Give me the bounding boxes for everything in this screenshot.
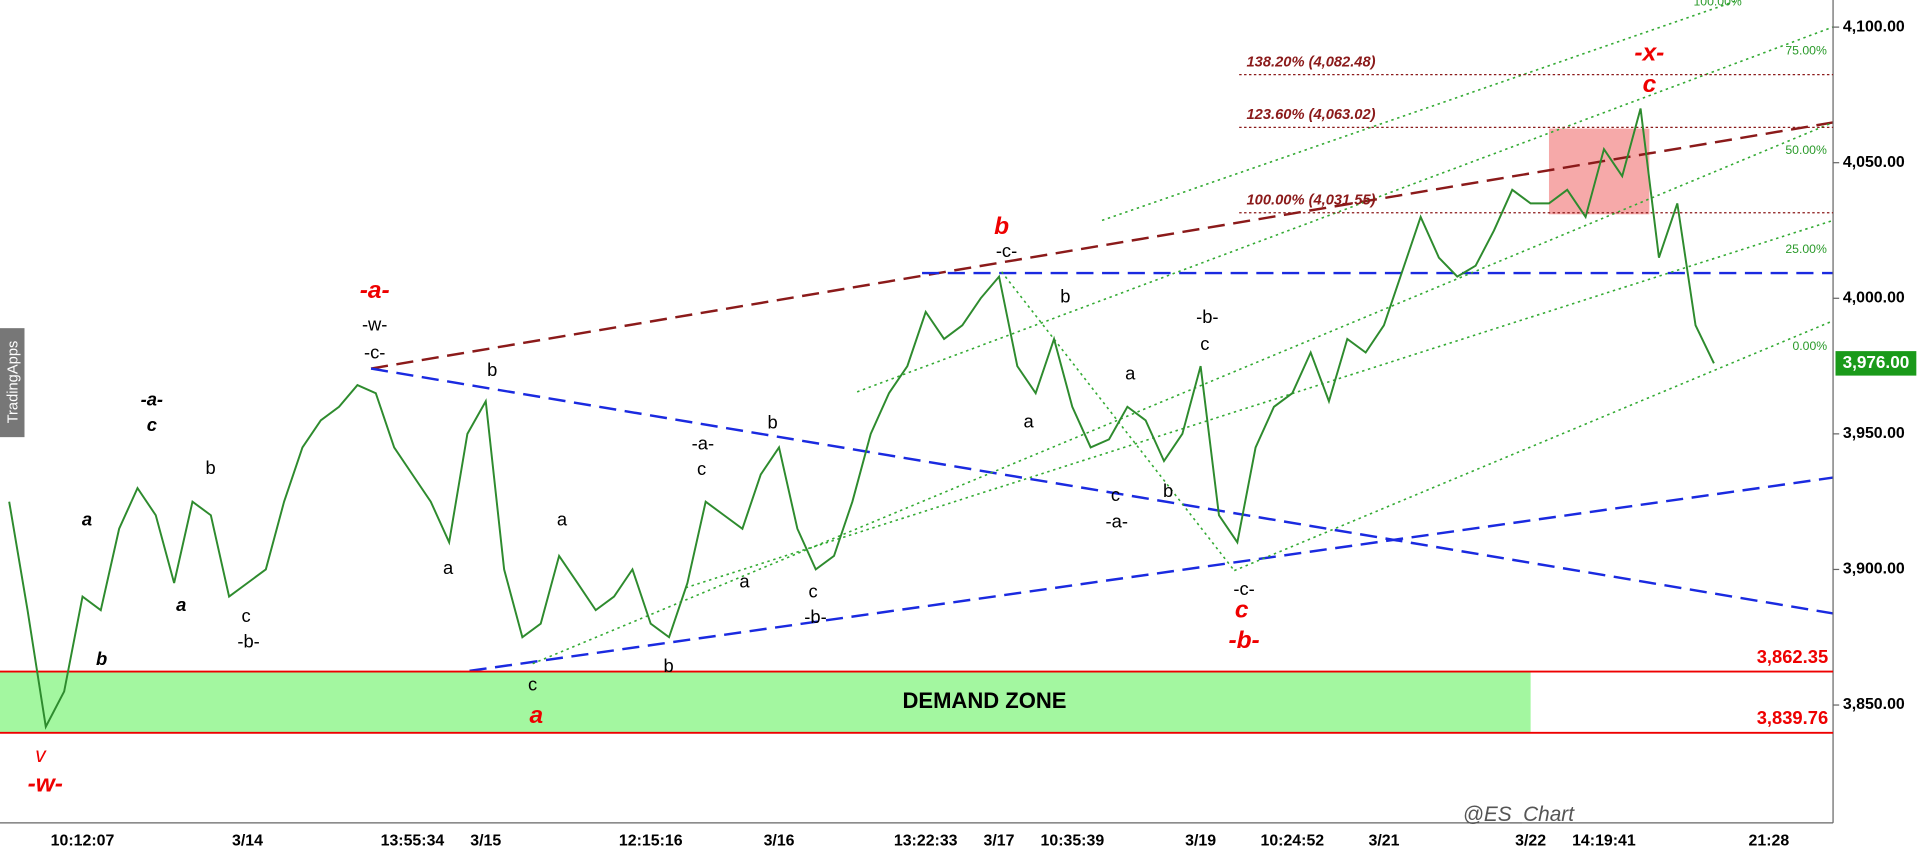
x-tick-label: 3/21 xyxy=(1368,832,1399,849)
fib-label: 123.60% (4,063.02) xyxy=(1247,107,1376,123)
wave-label: a xyxy=(82,508,92,529)
channel-line xyxy=(532,121,1834,665)
y-tick-label: 4,000.00 xyxy=(1843,289,1905,306)
x-tick-label: 14:19:41 xyxy=(1572,832,1636,849)
up-trendline xyxy=(36,476,1834,734)
channel-line xyxy=(1101,0,1740,222)
wave-label: -c- xyxy=(996,240,1017,261)
wave-label: a xyxy=(176,594,186,615)
channel-label: 50.00% xyxy=(1785,143,1827,157)
wave-label: b xyxy=(96,648,107,669)
x-tick-label: 3/15 xyxy=(470,832,501,849)
channel-line xyxy=(685,219,1834,589)
wave-label: -c- xyxy=(364,342,385,363)
y-tick-label: 3,900.00 xyxy=(1843,561,1905,578)
zone-price-label: 3,839.76 xyxy=(1757,707,1828,728)
wave-label: c xyxy=(1643,71,1657,98)
channel-line xyxy=(1001,271,1235,572)
wave-label: c xyxy=(528,674,537,695)
wave-label: b xyxy=(487,359,497,380)
wave-label: b xyxy=(1163,480,1173,501)
wave-label: v xyxy=(35,744,47,767)
wave-label: -a- xyxy=(1106,511,1128,532)
channel-label: 25.00% xyxy=(1785,242,1827,256)
wave-label: b xyxy=(1060,285,1070,306)
fib-label: 138.20% (4,082.48) xyxy=(1247,54,1376,70)
wave-label: a xyxy=(530,702,544,729)
side-tab-label[interactable]: TradingApps xyxy=(5,341,21,424)
zone-price-label: 3,862.35 xyxy=(1757,646,1828,667)
wave-label: c xyxy=(147,414,157,435)
demand-zone-label: DEMAND ZONE xyxy=(902,688,1066,713)
wave-label: c xyxy=(1111,484,1120,505)
x-tick-label: 10:12:07 xyxy=(51,832,115,849)
side-tab[interactable] xyxy=(0,328,25,438)
wave-label: b xyxy=(206,457,216,478)
price-line xyxy=(8,108,1715,730)
x-tick-label: 13:22:33 xyxy=(894,832,958,849)
watermark: @ES_Chart xyxy=(1463,803,1575,826)
wave-label: -b- xyxy=(1196,306,1218,327)
wave-label: a xyxy=(739,571,750,592)
x-tick-label: 10:35:39 xyxy=(1041,832,1105,849)
wave-label: c xyxy=(242,605,251,626)
down-trendline xyxy=(370,367,1834,615)
x-tick-label: 10:24:52 xyxy=(1260,832,1324,849)
wave-label: a xyxy=(1023,410,1034,431)
wave-label: -x- xyxy=(1634,39,1664,66)
x-tick-label: 3/19 xyxy=(1185,832,1216,849)
x-tick-label: 3/22 xyxy=(1515,832,1546,849)
target-box xyxy=(1548,128,1650,215)
wave-label: -b- xyxy=(804,606,826,627)
wave-label: c xyxy=(697,458,706,479)
wave-label: c xyxy=(1200,333,1209,354)
last-price-label: 3,976.00 xyxy=(1843,352,1910,372)
x-tick-label: 3/16 xyxy=(764,832,795,849)
fib-label: 100.00% (4,031.55) xyxy=(1247,192,1376,208)
wave-label: -b- xyxy=(237,631,259,652)
wave-label: -b- xyxy=(1228,627,1259,654)
wave-label: -c- xyxy=(1233,578,1254,599)
wave-label: a xyxy=(443,557,454,578)
wave-label: a xyxy=(1125,363,1136,384)
channel-line xyxy=(856,26,1834,393)
wave-label: b xyxy=(663,655,673,676)
y-tick-label: 3,850.00 xyxy=(1843,696,1905,713)
wave-label: a xyxy=(557,508,568,529)
y-tick-label: 4,050.00 xyxy=(1843,154,1905,171)
wave-label: b xyxy=(768,412,778,433)
x-tick-label: 3/17 xyxy=(984,832,1015,849)
channel-label: 100.00% xyxy=(1693,0,1741,9)
wave-label: c xyxy=(1235,596,1249,623)
wave-label: -w- xyxy=(362,314,388,335)
x-tick-label: 3/14 xyxy=(232,832,263,849)
wave-label: -w- xyxy=(28,770,63,797)
upper-trendline xyxy=(370,121,1834,370)
x-tick-label: 21:28 xyxy=(1749,832,1790,849)
last-price-tag xyxy=(1835,351,1917,376)
wave-label: -a- xyxy=(360,277,390,304)
wave-label: -a- xyxy=(141,388,163,409)
trendlines xyxy=(36,0,1834,734)
x-tick-label: 13:55:34 xyxy=(381,832,445,849)
channel-label: 0.00% xyxy=(1792,339,1827,353)
wave-label: -a- xyxy=(692,432,714,453)
y-tick-label: 4,100.00 xyxy=(1843,18,1905,35)
x-tick-label: 12:15:16 xyxy=(619,832,683,849)
demand-zone xyxy=(0,671,1531,733)
wave-label: b xyxy=(994,213,1009,240)
wave-label: c xyxy=(808,580,817,601)
y-tick-label: 3,950.00 xyxy=(1843,425,1905,442)
channel-label: 75.00% xyxy=(1785,44,1827,58)
channel-line xyxy=(1233,320,1834,572)
